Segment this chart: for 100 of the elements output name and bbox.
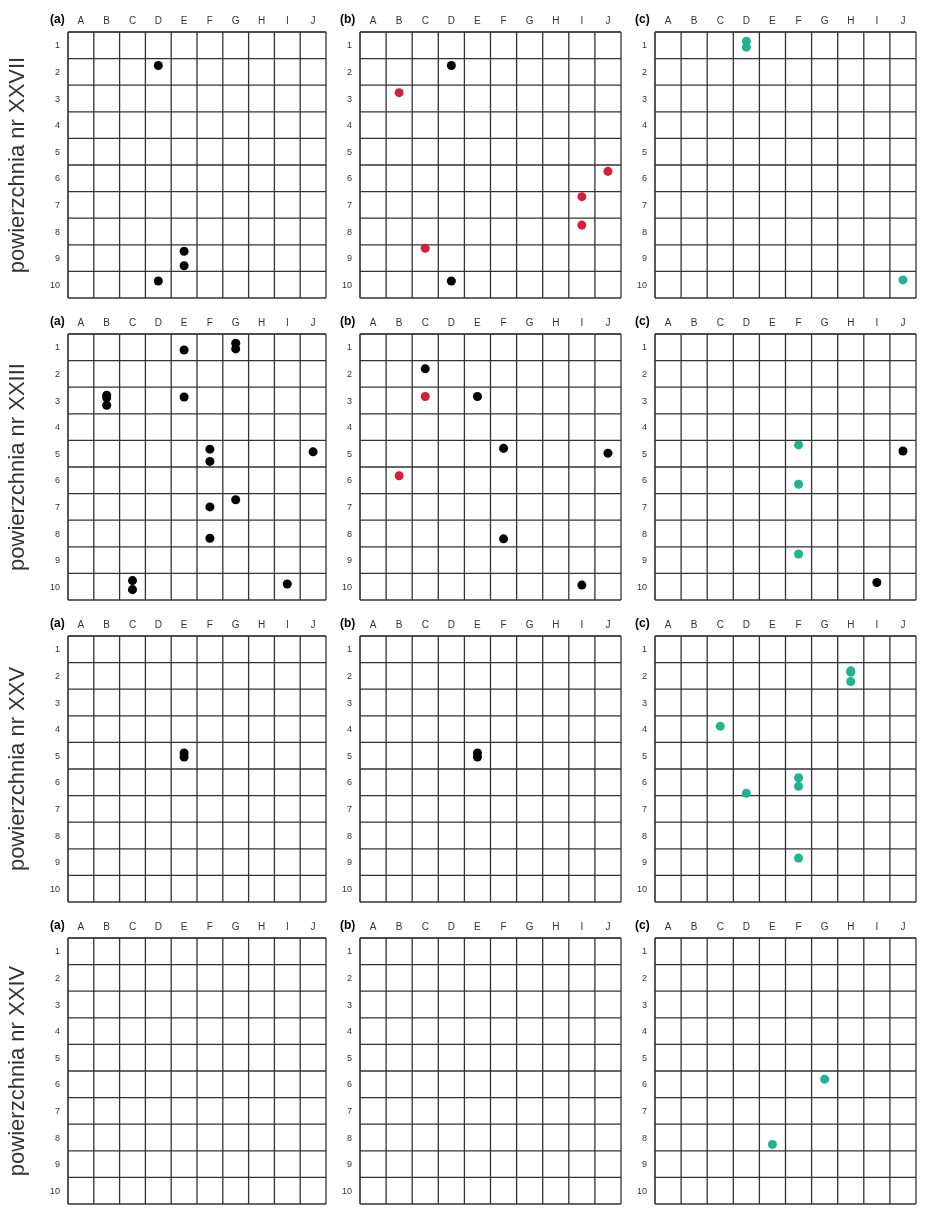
y-tick-label: 1 bbox=[54, 40, 60, 51]
y-tick-label: 10 bbox=[341, 883, 352, 894]
x-tick-label: G bbox=[525, 921, 534, 932]
x-tick-label: J bbox=[900, 15, 906, 26]
x-tick-label: J bbox=[900, 619, 906, 630]
y-tick-label: 7 bbox=[641, 804, 647, 815]
y-tick-label: 6 bbox=[641, 173, 647, 184]
y-tick-label: 10 bbox=[636, 581, 647, 592]
x-tick-label: F bbox=[206, 15, 213, 26]
x-tick-label: B bbox=[395, 921, 403, 932]
x-tick-label: J bbox=[605, 921, 611, 932]
x-tick-label: H bbox=[257, 15, 266, 26]
y-tick-label: 4 bbox=[54, 1026, 60, 1037]
x-tick-label: E bbox=[769, 921, 777, 932]
y-tick-label: 1 bbox=[346, 40, 352, 51]
y-tick-label: 4 bbox=[641, 120, 647, 131]
x-tick-label: H bbox=[552, 15, 560, 26]
x-tick-label: F bbox=[206, 619, 213, 630]
x-tick-label: E bbox=[769, 15, 777, 26]
x-tick-label: C bbox=[716, 317, 724, 328]
y-tick-label: 4 bbox=[346, 422, 352, 433]
x-tick-label: E bbox=[474, 921, 482, 932]
y-tick-label: 10 bbox=[636, 883, 647, 894]
x-tick-label: D bbox=[742, 921, 750, 932]
y-tick-label: 9 bbox=[641, 555, 647, 566]
y-tick-label: 8 bbox=[346, 528, 352, 539]
y-tick-label: 5 bbox=[346, 146, 352, 157]
y-tick-label: 4 bbox=[346, 724, 352, 735]
y-tick-label: 3 bbox=[346, 999, 352, 1010]
chart-title: (a) bbox=[50, 314, 65, 328]
x-tick-label: J bbox=[310, 15, 316, 26]
x-tick-label: B bbox=[103, 15, 111, 26]
y-tick-label: 5 bbox=[641, 448, 647, 459]
x-tick-label: C bbox=[128, 317, 137, 328]
y-tick-label: 1 bbox=[641, 40, 647, 51]
y-tick-label: 4 bbox=[641, 1026, 647, 1037]
y-tick-label: 8 bbox=[54, 1132, 60, 1143]
y-tick-label: 3 bbox=[54, 999, 60, 1010]
y-tick-label: 7 bbox=[54, 804, 60, 815]
x-tick-label: G bbox=[525, 15, 534, 26]
y-tick-label: 5 bbox=[641, 750, 647, 761]
chart-title: (c) bbox=[635, 314, 650, 328]
y-tick-label: 7 bbox=[346, 1106, 352, 1117]
x-tick-label: E bbox=[474, 15, 482, 26]
y-tick-label: 7 bbox=[641, 200, 647, 211]
x-tick-label: J bbox=[900, 921, 906, 932]
x-tick-label: G bbox=[820, 619, 829, 630]
x-tick-label: F bbox=[795, 317, 802, 328]
y-tick-label: 3 bbox=[641, 697, 647, 708]
x-tick-label: J bbox=[310, 921, 316, 932]
x-tick-label: A bbox=[664, 921, 672, 932]
x-tick-label: H bbox=[257, 921, 266, 932]
y-tick-label: 2 bbox=[641, 67, 647, 78]
y-tick-label: 2 bbox=[346, 67, 352, 78]
x-tick-label: B bbox=[395, 317, 403, 328]
x-tick-label: E bbox=[180, 921, 188, 932]
y-tick-label: 10 bbox=[49, 1185, 60, 1196]
y-tick-label: 10 bbox=[341, 279, 352, 290]
x-tick-label: A bbox=[369, 619, 377, 630]
x-tick-label: C bbox=[716, 15, 724, 26]
y-tick-label: 8 bbox=[641, 1132, 647, 1143]
y-tick-label: 3 bbox=[641, 999, 647, 1010]
y-tick-label: 4 bbox=[54, 724, 60, 735]
y-tick-label: 7 bbox=[346, 200, 352, 211]
y-tick-label: 6 bbox=[54, 1079, 60, 1090]
y-tick-label: 3 bbox=[346, 697, 352, 708]
y-tick-label: 7 bbox=[346, 804, 352, 815]
x-tick-label: D bbox=[447, 15, 455, 26]
y-tick-label: 1 bbox=[641, 342, 647, 353]
x-tick-label: E bbox=[180, 15, 188, 26]
y-tick-label: 3 bbox=[641, 395, 647, 406]
y-tick-label: 2 bbox=[54, 369, 60, 380]
y-axis-title: powierzchnia nr XXIV bbox=[3, 965, 29, 1177]
x-tick-label: C bbox=[421, 619, 429, 630]
x-tick-label: D bbox=[742, 317, 750, 328]
y-tick-label: 6 bbox=[346, 777, 352, 788]
chart-title: (c) bbox=[635, 12, 650, 26]
chart-title: (b) bbox=[340, 314, 356, 328]
x-tick-label: I bbox=[875, 921, 879, 932]
x-tick-label: I bbox=[875, 619, 879, 630]
y-tick-label: 6 bbox=[641, 777, 647, 788]
y-tick-label: 5 bbox=[641, 146, 647, 157]
y-tick-label: 8 bbox=[54, 226, 60, 237]
y-tick-label: 4 bbox=[641, 422, 647, 433]
y-tick-label: 7 bbox=[641, 502, 647, 513]
x-tick-label: F bbox=[206, 921, 213, 932]
x-tick-label: A bbox=[77, 619, 85, 630]
y-tick-label: 3 bbox=[346, 93, 352, 104]
x-tick-label: B bbox=[103, 921, 111, 932]
x-tick-label: B bbox=[690, 15, 698, 26]
x-tick-label: G bbox=[820, 317, 829, 328]
x-tick-label: J bbox=[605, 15, 611, 26]
x-tick-label: C bbox=[128, 15, 137, 26]
y-tick-label: 5 bbox=[54, 750, 60, 761]
y-tick-label: 8 bbox=[346, 1132, 352, 1143]
x-tick-label: I bbox=[875, 317, 879, 328]
y-tick-label: 10 bbox=[49, 883, 60, 894]
x-tick-label: C bbox=[128, 619, 137, 630]
x-tick-label: J bbox=[605, 619, 611, 630]
y-tick-label: 6 bbox=[346, 173, 352, 184]
